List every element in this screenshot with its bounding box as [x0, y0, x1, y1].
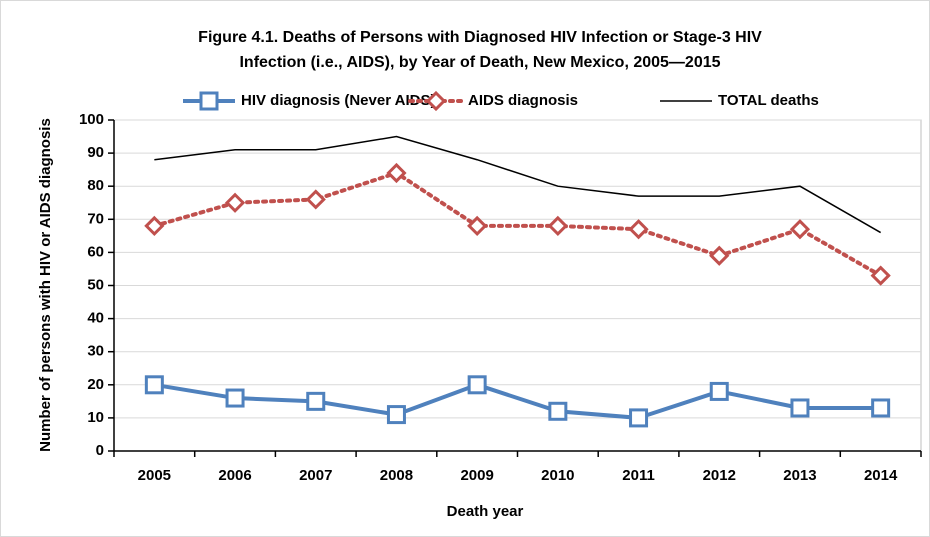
y-tick-label: 50: [87, 276, 104, 293]
x-tick-label: 2005: [138, 467, 171, 484]
marker: [870, 265, 891, 286]
marker: [871, 398, 891, 418]
x-tick-label: 2008: [380, 467, 413, 484]
marker: [144, 215, 165, 237]
marker: [629, 408, 649, 428]
marker: [306, 391, 326, 411]
x-tick-label: 2010: [541, 467, 574, 484]
legend-marker: [425, 90, 447, 112]
x-tick-label: 2009: [460, 467, 493, 484]
marker: [467, 375, 487, 395]
y-tick-label: 10: [87, 409, 104, 426]
y-tick-label: 90: [87, 144, 104, 161]
marker: [225, 388, 245, 408]
series-line: [154, 382, 881, 420]
y-tick-label: 80: [87, 177, 104, 194]
marker: [790, 398, 810, 418]
y-tick-label: 30: [87, 343, 104, 360]
y-tick-label: 40: [87, 310, 104, 327]
y-tick-label: 0: [96, 442, 104, 459]
marker: [709, 245, 730, 266]
x-tick-label: 2014: [864, 467, 898, 484]
legend-label: HIV diagnosis (Never AIDS): [241, 92, 436, 109]
x-tick-label: 2013: [783, 467, 816, 484]
y-tick-label: 60: [87, 243, 104, 260]
marker: [386, 405, 406, 425]
y-tick-label: 100: [79, 111, 104, 128]
marker: [224, 192, 246, 213]
legend-marker: [199, 91, 219, 111]
marker: [144, 375, 164, 395]
chart-title: Figure 4.1. Deaths of Persons with Diagn…: [198, 29, 762, 46]
legend-label: AIDS diagnosis: [468, 92, 578, 109]
y-tick-label: 20: [87, 376, 104, 393]
marker: [628, 219, 649, 240]
marker: [386, 162, 407, 184]
marker: [305, 189, 326, 210]
x-tick-label: 2012: [703, 467, 736, 484]
marker: [789, 219, 811, 240]
series-line: [152, 170, 883, 278]
y-axis-label: Number of persons with HIV or AIDS diagn…: [37, 118, 54, 452]
x-tick-label: 2011: [622, 467, 655, 484]
marker: [467, 215, 488, 237]
marker: [548, 401, 568, 421]
legend-label: TOTAL deaths: [718, 92, 819, 109]
x-tick-label: 2006: [218, 467, 251, 484]
marker: [547, 215, 568, 237]
y-tick-label: 70: [87, 210, 104, 227]
chart-title: Infection (i.e., AIDS), by Year of Death…: [239, 54, 720, 71]
x-tick-label: 2007: [299, 467, 332, 484]
x-axis-label: Death year: [447, 503, 524, 520]
series-line: [154, 135, 882, 234]
marker: [709, 381, 729, 401]
